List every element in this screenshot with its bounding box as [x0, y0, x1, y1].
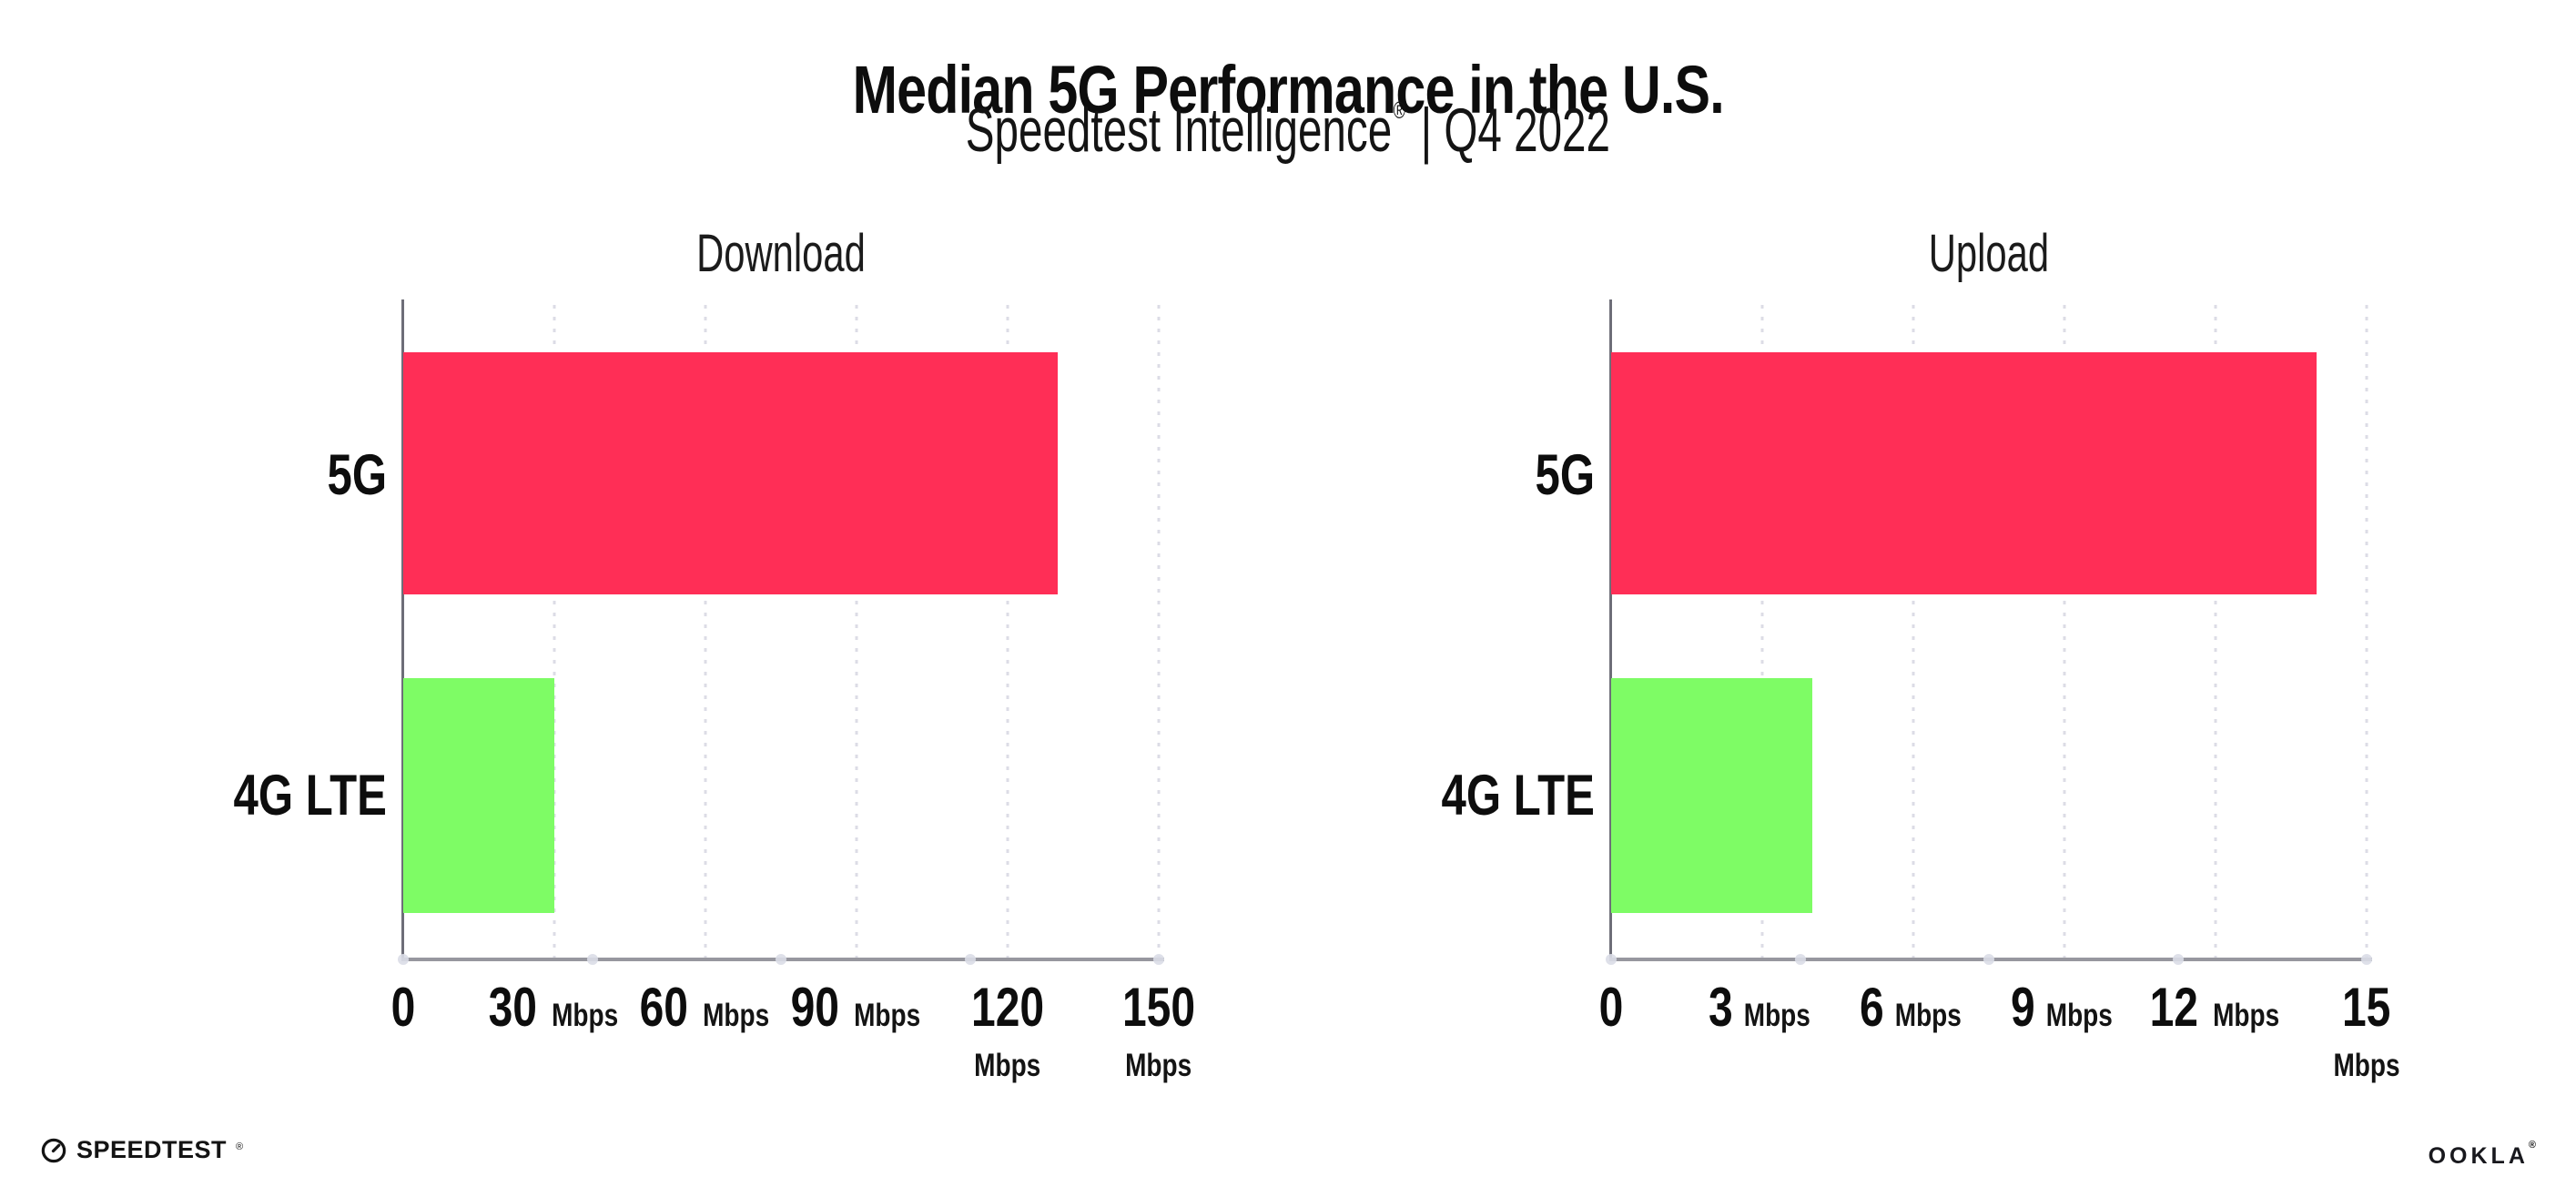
- axis-dot: [776, 954, 786, 965]
- page-title-text: Median 5G Performance in the U.S.: [852, 51, 1724, 127]
- download-category-labels: 5G 4G LTE: [130, 305, 387, 959]
- y-axis: [1609, 299, 1612, 959]
- tick-value: 15: [2342, 977, 2391, 1038]
- tick-unit: Mbps: [2046, 998, 2114, 1033]
- page-subtitle: Speedtest Intelligence® | Q4 2022: [0, 95, 2576, 166]
- tick-0: 0: [388, 980, 418, 1035]
- tick-value: 30: [488, 977, 538, 1038]
- axis-dot: [964, 954, 976, 965]
- tick-3: 3 Mbps: [1706, 980, 1820, 1035]
- tick-unit: Mbps: [853, 998, 920, 1033]
- axis-dot: [1153, 954, 1164, 965]
- category-label-4g-lte: 4G LTE: [130, 763, 387, 828]
- category-label-text: 4G LTE: [1441, 764, 1595, 827]
- speedtest-wordmark: SPEEDTEST: [76, 1136, 228, 1163]
- axis-dot: [398, 954, 409, 965]
- tick-unit: Mbps: [1895, 998, 1962, 1033]
- download-chart-title: Download: [696, 224, 866, 283]
- axis-dot: [586, 954, 598, 965]
- gridline-15: [2365, 305, 2368, 959]
- page-title: Median 5G Performance in the U.S.: [0, 51, 2576, 128]
- download-chart: Download 5G 4G LTE 0 30 Mbps 60 Mbps 90 Mbps 120…: [130, 223, 1195, 1115]
- tick-9: 9 Mbps: [2008, 980, 2122, 1035]
- subtitle-brand: Speedtest Intelligence: [965, 96, 1393, 165]
- upload-chart: Upload 5G 4G LTE 0 3 Mbps 6 Mbps 9 Mbps 12 Mbps 15…: [1338, 223, 2400, 1115]
- tick-15: 15 Mbps: [2325, 977, 2408, 1083]
- upload-x-ticks: 0 3 Mbps 6 Mbps 9 Mbps 12 Mbps 15 Mbps: [1599, 959, 2400, 1113]
- bar-4g-lte: [403, 678, 554, 913]
- axis-dot: [1794, 954, 1806, 965]
- category-label-text: 4G LTE: [233, 764, 387, 827]
- bar-5g: [1611, 352, 2317, 594]
- tick-unit: Mbps: [702, 998, 769, 1033]
- gridline-12: [2214, 305, 2217, 959]
- gridline-150: [1157, 305, 1161, 959]
- axis-dot: [2172, 954, 2184, 965]
- bar-5g: [403, 352, 1059, 594]
- tick-value: 60: [639, 977, 689, 1038]
- upload-plot-area: [1606, 299, 2372, 965]
- registered-mark-icon: ®: [236, 1141, 244, 1152]
- tick-value: 120: [970, 977, 1045, 1038]
- gridline-9: [2063, 305, 2066, 959]
- tick-30: 30 Mbps: [482, 980, 626, 1035]
- upload-category-labels: 5G 4G LTE: [1338, 305, 1595, 959]
- category-label-text: 5G: [327, 443, 387, 507]
- tick-unit: Mbps: [1125, 1048, 1192, 1083]
- tick-unit: Mbps: [551, 998, 618, 1033]
- tick-unit: Mbps: [974, 1048, 1041, 1083]
- bar-4g-lte: [1611, 678, 1813, 913]
- tick-150: 150 Mbps: [1113, 977, 1204, 1083]
- y-axis: [401, 299, 404, 959]
- tick-unit: Mbps: [2333, 1048, 2400, 1083]
- ookla-logo: OOKLA®: [2428, 1140, 2540, 1170]
- speedtest-logo: SPEEDTEST ®: [40, 1136, 243, 1164]
- axis-dot: [1606, 954, 1617, 965]
- download-x-ticks: 0 30 Mbps 60 Mbps 90 Mbps 120 Mbps 150 Mbps: [391, 959, 1195, 1113]
- tick-value: 6: [1859, 977, 1884, 1038]
- axis-dot: [2361, 954, 2372, 965]
- tick-value: 0: [1598, 977, 1624, 1038]
- tick-0: 0: [1596, 980, 1626, 1035]
- tick-value: 12: [2149, 977, 2199, 1038]
- tick-value: 150: [1121, 977, 1196, 1038]
- tick-value: 0: [390, 977, 416, 1038]
- tick-unit: Mbps: [1744, 998, 1811, 1033]
- category-label-text: 5G: [1535, 443, 1595, 507]
- gridline-120: [1006, 305, 1009, 959]
- gridline-90: [855, 305, 858, 959]
- tick-value: 3: [1708, 977, 1733, 1038]
- gauge-icon: [40, 1137, 67, 1164]
- subtitle-quarter: | Q4 2022: [1420, 96, 1611, 165]
- gridline-6: [1912, 305, 1915, 959]
- category-label-5g: 5G: [130, 442, 387, 508]
- tick-6: 6 Mbps: [1857, 980, 1971, 1035]
- tick-12: 12 Mbps: [2144, 980, 2287, 1035]
- tick-value: 9: [2010, 977, 2035, 1038]
- gridline-60: [704, 305, 707, 959]
- tick-90: 90 Mbps: [785, 980, 928, 1035]
- ookla-wordmark: OOKLA: [2428, 1143, 2529, 1169]
- registered-mark-icon: ®: [1393, 96, 1406, 124]
- upload-chart-title: Upload: [1928, 224, 2050, 283]
- gridline-30: [553, 305, 556, 959]
- tick-120: 120 Mbps: [932, 977, 1083, 1083]
- registered-mark-icon: ®: [2528, 1140, 2540, 1151]
- tick-value: 90: [790, 977, 840, 1038]
- tick-unit: Mbps: [2212, 998, 2279, 1033]
- category-label-4g-lte: 4G LTE: [1338, 763, 1595, 828]
- axis-dot: [1983, 954, 1994, 965]
- download-plot-area: [398, 299, 1164, 965]
- gridline-3: [1760, 305, 1764, 959]
- tick-60: 60 Mbps: [634, 980, 777, 1035]
- category-label-5g: 5G: [1338, 442, 1595, 508]
